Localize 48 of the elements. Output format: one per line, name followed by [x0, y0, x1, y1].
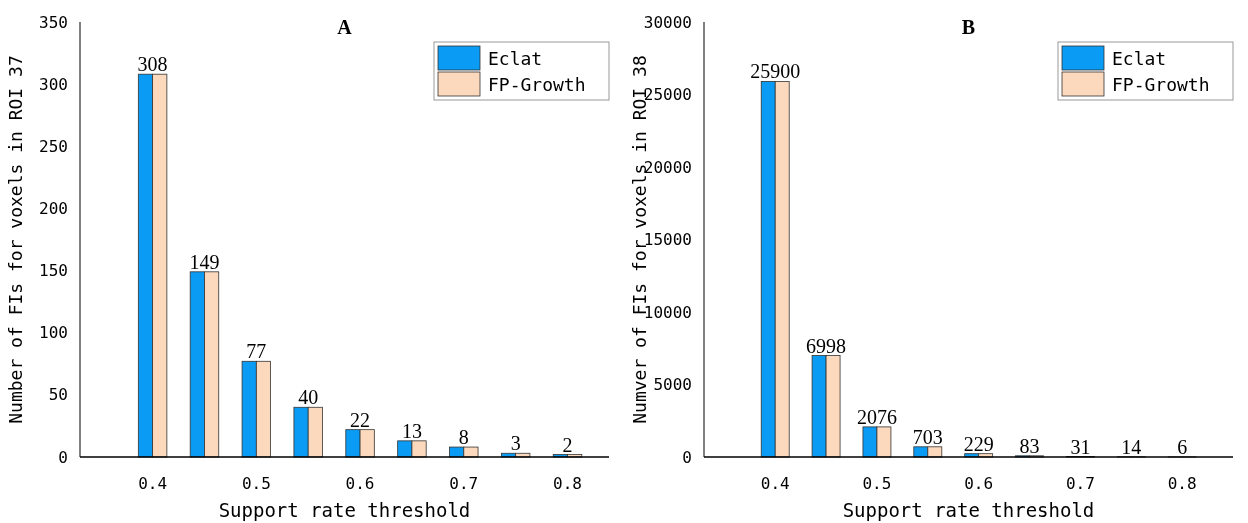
data-label: 8 — [458, 426, 469, 449]
x-axis-title: Support rate threshold — [218, 499, 471, 521]
data-label: 31 — [1070, 435, 1091, 458]
x-tick-label: 0.8 — [553, 474, 582, 493]
y-tick-label: 100 — [39, 323, 68, 343]
data-label: 22 — [350, 408, 371, 431]
legend-label: FP-Growth — [1112, 74, 1210, 96]
legend-label: FP-Growth — [488, 74, 586, 96]
y-tick-label: 250 — [39, 136, 68, 156]
y-tick-label: 350 — [39, 12, 68, 32]
x-tick-label: 0.7 — [1065, 474, 1095, 493]
x-tick-label: 0.8 — [1167, 474, 1197, 493]
data-label: 14 — [1121, 435, 1142, 458]
x-tick-label: 0.5 — [862, 474, 892, 493]
y-tick-label: 30000 — [643, 12, 692, 32]
data-label: 229 — [963, 432, 994, 455]
legend-label: Eclat — [488, 48, 543, 70]
x-tick-label: 0.4 — [138, 474, 168, 493]
x-tick-label: 0.4 — [760, 474, 790, 493]
data-label: 703 — [912, 425, 943, 448]
x-axis-title: Support rate threshold — [842, 499, 1095, 521]
data-label: 40 — [298, 386, 319, 409]
data-label: 2 — [562, 433, 573, 456]
legend-label: Eclat — [1112, 48, 1167, 70]
data-label: 77 — [246, 340, 267, 363]
y-tick-label: 300 — [39, 74, 68, 94]
data-label: 6998 — [806, 334, 847, 357]
chart-title: B — [961, 16, 976, 38]
data-label: 308 — [137, 53, 168, 76]
y-tick-label: 5000 — [653, 375, 692, 395]
data-label: 2076 — [856, 405, 897, 428]
y-axis-title: Number of FIs for voxels in ROI 37 — [5, 55, 26, 424]
y-tick-label: 0 — [58, 447, 68, 467]
chart-title: A — [337, 16, 353, 38]
y-tick-label: 0 — [682, 447, 692, 467]
y-tick-label: 150 — [39, 261, 68, 281]
data-label: 25900 — [750, 60, 801, 83]
data-label: 3 — [510, 432, 521, 455]
x-tick-label: 0.7 — [449, 474, 479, 493]
x-tick-label: 0.5 — [241, 474, 271, 493]
data-label: 13 — [401, 419, 422, 442]
data-label: 149 — [189, 250, 220, 273]
data-label: 83 — [1019, 434, 1040, 457]
x-tick-label: 0.6 — [964, 474, 994, 493]
y-tick-label: 50 — [48, 385, 68, 405]
data-label: 6 — [1177, 435, 1188, 458]
x-tick-label: 0.6 — [345, 474, 375, 493]
y-tick-label: 200 — [39, 199, 68, 219]
